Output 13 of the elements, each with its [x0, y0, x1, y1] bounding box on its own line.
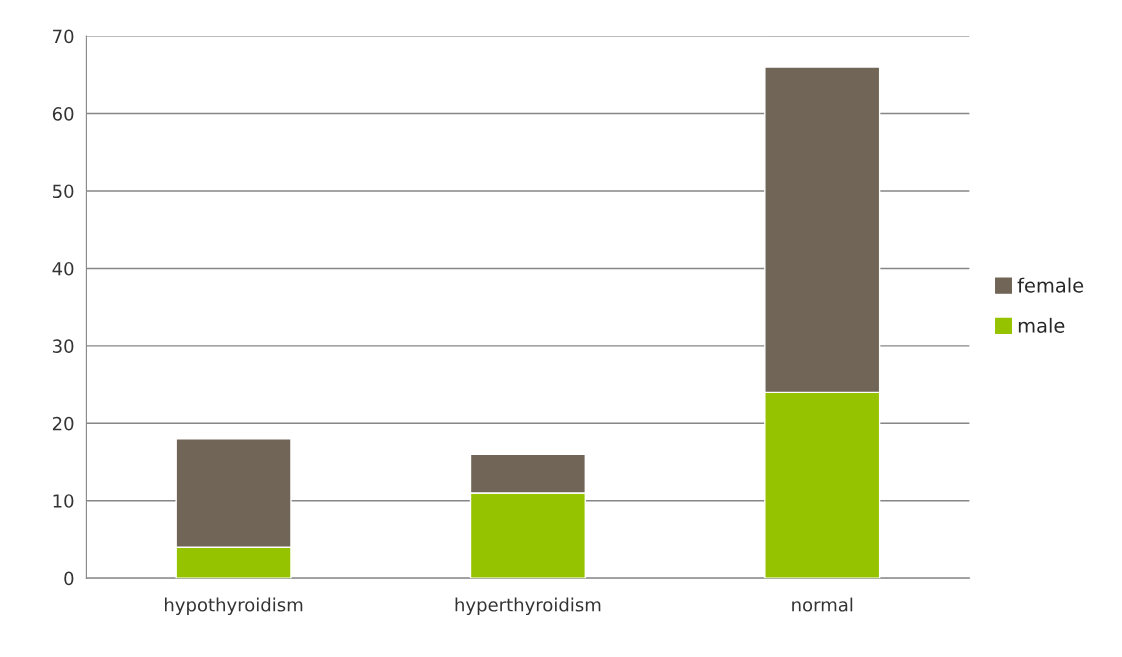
y-tick-label: 10 — [53, 494, 74, 508]
y-tick-label: 60 — [52, 107, 74, 121]
x-tick-label: hyperthyroidism — [455, 597, 601, 616]
y-tick-label: 30 — [52, 339, 74, 353]
y-tick-label: 70 — [53, 29, 74, 44]
y-tick-label: 50 — [53, 184, 74, 199]
x-tick-label: hypothyroidism — [165, 597, 303, 616]
legend-label: male — [1018, 317, 1065, 333]
y-tick-label: 0 — [64, 571, 74, 586]
legend-label: female — [1017, 277, 1084, 293]
y-tick-label: 40 — [52, 261, 74, 276]
y-tick-label: 20 — [52, 416, 74, 431]
x-tick-label: normal — [792, 597, 853, 612]
